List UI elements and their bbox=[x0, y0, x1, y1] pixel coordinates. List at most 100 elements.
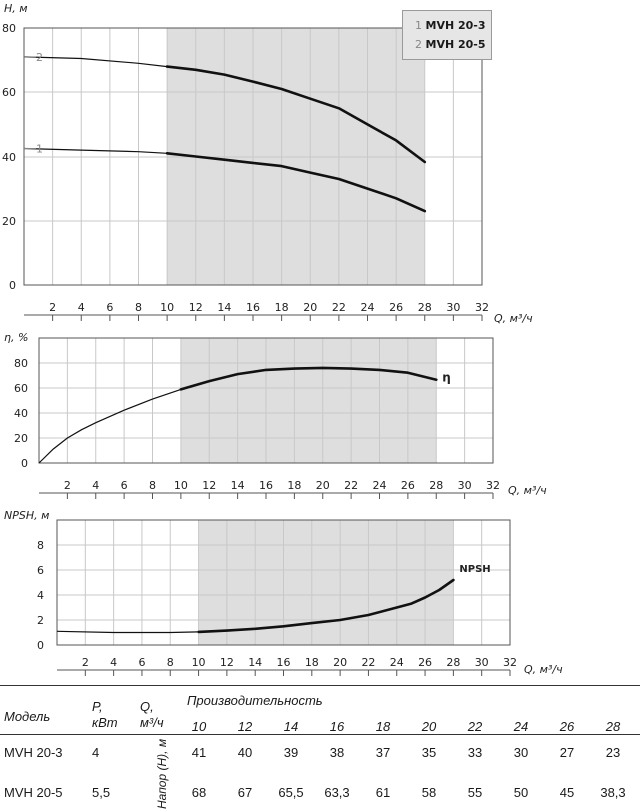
x-tick-label: 22 bbox=[344, 479, 358, 492]
x-tick-label: 24 bbox=[390, 656, 404, 669]
x-tick-label: 16 bbox=[246, 301, 260, 314]
series-line-thin bbox=[38, 388, 182, 464]
legend-item-2: 2 MVH 20-5 bbox=[415, 35, 491, 54]
row-head-value: 38 bbox=[329, 745, 345, 760]
x-tick-label: 6 bbox=[106, 301, 113, 314]
series-line-thin bbox=[56, 630, 199, 634]
x-tick-label: 14 bbox=[217, 301, 231, 314]
spec-table: Модель P, кВт Q, м³/ч Производительность… bbox=[0, 685, 640, 809]
x-tick-label: 6 bbox=[138, 656, 145, 669]
y-tick-label: 4 bbox=[37, 589, 44, 602]
x-tick-label: 22 bbox=[332, 301, 346, 314]
x-tick-label: 22 bbox=[361, 656, 375, 669]
operating-range-shade bbox=[180, 338, 437, 463]
x-tick-label: 6 bbox=[121, 479, 128, 492]
plot-frame bbox=[38, 337, 494, 464]
x-tick-label: 30 bbox=[446, 301, 460, 314]
x-tick-label: 16 bbox=[259, 479, 273, 492]
y-tick-label: 0 bbox=[9, 279, 16, 292]
x-tick-label: 18 bbox=[275, 301, 289, 314]
legend-num: 2 bbox=[415, 38, 422, 51]
chart-legend: 1 MVH 20-3 2 MVH 20-5 bbox=[402, 10, 492, 60]
x-tick-label: 8 bbox=[149, 479, 156, 492]
row-head-value: 40 bbox=[237, 745, 253, 760]
x-tick-label: 10 bbox=[192, 656, 206, 669]
series-label: 2 bbox=[36, 51, 43, 64]
x-axis-title: Q, м³/ч bbox=[494, 312, 533, 325]
charts-canvas: 2 4 6 8 10 12 14 16 18 20 22 24 26 28 30 32Q, м³/ч02040… bbox=[2, 2, 563, 676]
x-tick-label: 20 bbox=[316, 479, 330, 492]
row-head-value: 33 bbox=[467, 745, 483, 760]
y-tick-label: 6 bbox=[37, 564, 44, 577]
x-tick-label: 8 bbox=[167, 656, 174, 669]
row-head-value: 45 bbox=[559, 785, 575, 800]
row-head-value: 27 bbox=[559, 745, 575, 760]
operating-range-shade bbox=[198, 520, 454, 645]
x-tick-label: 18 bbox=[305, 656, 319, 669]
series-line-thin bbox=[23, 147, 168, 154]
flow-header-cell: 12 bbox=[237, 719, 253, 734]
x-tick-label: 28 bbox=[418, 301, 432, 314]
x-tick-label: 8 bbox=[135, 301, 142, 314]
x-tick-label: 10 bbox=[174, 479, 188, 492]
x-tick-label: 26 bbox=[389, 301, 403, 314]
series-label: η bbox=[442, 371, 451, 385]
col-q-unit: м³/ч bbox=[140, 715, 164, 730]
x-tick-label: 12 bbox=[220, 656, 234, 669]
flow-header-row bbox=[0, 719, 640, 735]
plot-frame bbox=[23, 27, 483, 286]
series-line bbox=[197, 578, 455, 634]
x-tick-label: 14 bbox=[231, 479, 245, 492]
y-tick-label: 2 bbox=[37, 614, 44, 627]
series-line bbox=[179, 366, 438, 391]
x-tick-label: 20 bbox=[303, 301, 317, 314]
x-tick-label: 10 bbox=[160, 301, 174, 314]
x-tick-label: 28 bbox=[429, 479, 443, 492]
x-tick-label: 16 bbox=[277, 656, 291, 669]
x-tick-label: 4 bbox=[110, 656, 117, 669]
col-power-header: P, bbox=[92, 699, 103, 714]
col-model-header: Модель bbox=[4, 709, 51, 724]
plot-frame bbox=[56, 519, 511, 646]
flow-header-cell: 14 bbox=[283, 719, 299, 734]
y-tick-label: 80 bbox=[14, 357, 28, 370]
x-axis-title: Q, м³/ч bbox=[524, 663, 563, 676]
legend-name: MVH 20-5 bbox=[425, 38, 486, 51]
x-tick-label: 4 bbox=[78, 301, 85, 314]
y-tick-label: 0 bbox=[21, 457, 28, 470]
y-axis-title: η, % bbox=[4, 331, 28, 344]
col-perf-header: Производительность bbox=[187, 693, 323, 708]
series-label: 1 bbox=[36, 142, 43, 155]
flow-header-cell: 16 bbox=[329, 719, 345, 734]
x-tick-label: 12 bbox=[202, 479, 216, 492]
x-axis-title: Q, м³/ч bbox=[508, 484, 547, 497]
y-tick-label: 20 bbox=[2, 215, 16, 228]
y-tick-label: 80 bbox=[2, 22, 16, 35]
x-tick-label: 24 bbox=[373, 479, 387, 492]
flow-header-cell: 22 bbox=[467, 719, 483, 734]
x-tick-label: 20 bbox=[333, 656, 347, 669]
y-tick-label: 60 bbox=[2, 86, 16, 99]
x-tick-label: 24 bbox=[361, 301, 375, 314]
row-head-value: 39 bbox=[283, 745, 299, 760]
y-tick-label: 60 bbox=[14, 382, 28, 395]
x-tick-label: 28 bbox=[446, 656, 460, 669]
row-model: MVH 20-5 bbox=[4, 785, 63, 800]
row-head-value: 61 bbox=[375, 785, 391, 800]
row-head-value: 63,3 bbox=[324, 785, 350, 800]
row-head-value: 68 bbox=[191, 785, 207, 800]
row-head-value: 37 bbox=[375, 745, 391, 760]
legend-name: MVH 20-3 bbox=[425, 19, 486, 32]
x-tick-label: 30 bbox=[458, 479, 472, 492]
row-head-value: 58 bbox=[421, 785, 437, 800]
x-tick-label: 30 bbox=[475, 656, 489, 669]
x-tick-label: 2 bbox=[49, 301, 56, 314]
row-head-value: 41 bbox=[191, 745, 207, 760]
series-label: NPSH bbox=[459, 564, 490, 575]
series-line-thin bbox=[23, 56, 168, 68]
flow-header-cell: 26 bbox=[559, 719, 575, 734]
x-tick-label: 2 bbox=[64, 479, 71, 492]
y-tick-label: 40 bbox=[2, 151, 16, 164]
x-tick-label: 32 bbox=[486, 479, 500, 492]
row-power: 4 bbox=[92, 745, 100, 760]
